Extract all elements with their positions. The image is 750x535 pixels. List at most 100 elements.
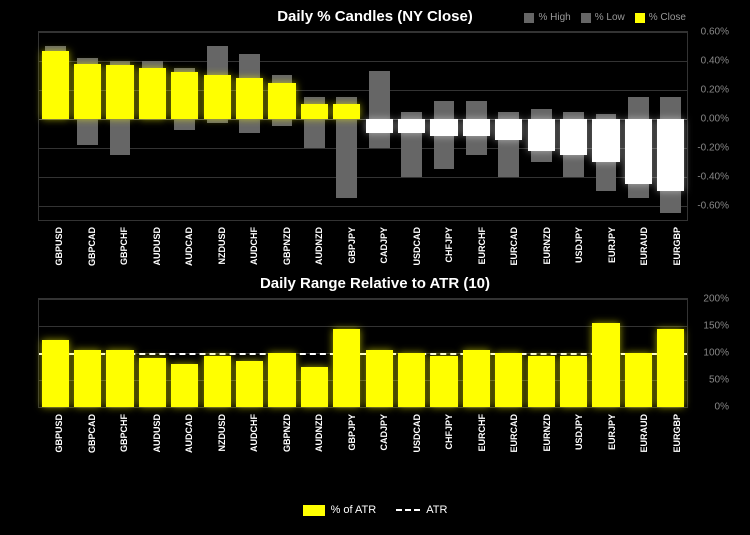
bar-group [590, 32, 622, 220]
atr-bar [625, 353, 652, 407]
close-bar [171, 72, 198, 118]
x-axis-label: EURJPY [607, 414, 617, 450]
close-bar [560, 119, 587, 155]
bar-group [363, 32, 395, 220]
bar-group [39, 299, 71, 407]
x-axis-label: EURCAD [509, 414, 519, 453]
bar-group [493, 32, 525, 220]
x-axis-label: GBPUSD [54, 414, 64, 453]
close-bar [204, 75, 231, 118]
x-axis-label: AUDUSD [152, 414, 162, 453]
x-axis-label: GBPJPY [347, 227, 357, 264]
close-bar [398, 119, 425, 133]
x-axis-label: GBPNZD [282, 227, 292, 265]
close-bar [366, 119, 393, 133]
bar-group [136, 299, 168, 407]
close-bar [42, 51, 69, 119]
x-axis-label: GBPJPY [347, 414, 357, 451]
legend-item: % Close [635, 12, 686, 23]
y-axis-label: -0.20% [697, 142, 729, 153]
bar-group [266, 32, 298, 220]
x-axis-label: CADJPY [379, 414, 389, 451]
legend-item: % Low [581, 12, 625, 23]
x-axis-label: NZDUSD [217, 227, 227, 265]
atr-bar [74, 350, 101, 407]
legend-swatch [524, 13, 534, 23]
y-axis-label: -0.60% [697, 200, 729, 211]
legend-label: % Low [595, 12, 625, 23]
atr-bar [430, 356, 457, 407]
atr-bar [236, 361, 263, 407]
x-axis-label: USDCAD [412, 227, 422, 266]
bar-group [201, 299, 233, 407]
legend-label: % High [538, 12, 570, 23]
close-bar [74, 64, 101, 119]
chart2-plot-area: 0%50%100%150%200% [38, 298, 688, 408]
y-axis-label: 200% [703, 294, 729, 305]
bar-group [298, 299, 330, 407]
bar-group [590, 299, 622, 407]
chart2-title: Daily Range Relative to ATR (10) [8, 275, 742, 292]
bar-group [428, 299, 460, 407]
bar-group [460, 299, 492, 407]
atr-bar [301, 367, 328, 408]
bar-group [428, 32, 460, 220]
legend-label: ATR [426, 504, 447, 516]
bar-group [71, 32, 103, 220]
bar-group [557, 32, 589, 220]
bar-group [525, 299, 557, 407]
x-axis-label: EURAUD [639, 414, 649, 453]
x-axis-label: GBPNZD [282, 414, 292, 452]
chart1-legend: % High % Low % Close [524, 12, 686, 23]
x-axis-label: GBPCAD [87, 227, 97, 266]
atr-bar [592, 323, 619, 407]
close-bar [430, 119, 457, 136]
atr-bar [657, 329, 684, 407]
atr-bar [204, 356, 231, 407]
bar-group [493, 299, 525, 407]
x-axis-label: CADJPY [379, 227, 389, 264]
y-axis-label: 0.20% [701, 84, 729, 95]
chart2-x-labels: GBPUSDGBPCADGBPCHFAUDUSDAUDCADNZDUSDAUDC… [38, 408, 688, 456]
close-bar [139, 68, 166, 119]
close-bar [657, 119, 684, 191]
bar-group [622, 299, 654, 407]
bar-group [395, 299, 427, 407]
atr-bar [495, 353, 522, 407]
x-axis-label: GBPCHF [119, 227, 129, 265]
x-axis-label: EURJPY [607, 227, 617, 263]
daily-pct-candles-chart: Daily % Candles (NY Close) % High% Low% … [8, 8, 742, 269]
y-axis-label: 0.60% [701, 27, 729, 38]
atr-bar [171, 364, 198, 407]
x-axis-label: USDJPY [574, 227, 584, 263]
bar-group [525, 32, 557, 220]
bar-group [331, 299, 363, 407]
bar-group [104, 32, 136, 220]
x-axis-label: AUDUSD [152, 227, 162, 266]
atr-bar [528, 356, 555, 407]
y-axis-label: 50% [709, 375, 729, 386]
close-bar [495, 119, 522, 141]
atr-bar [139, 358, 166, 407]
x-axis-label: GBPCHF [119, 414, 129, 452]
atr-bar [333, 329, 360, 407]
close-bar [625, 119, 652, 184]
bar-group [233, 299, 265, 407]
bar-group [395, 32, 427, 220]
y-axis-label: 0% [715, 402, 729, 413]
bar-group [298, 32, 330, 220]
x-axis-label: CHFJPY [444, 227, 454, 263]
legend-item: % High [524, 12, 570, 23]
legend-swatch [303, 505, 325, 516]
atr-bar [560, 356, 587, 407]
chart1-x-labels: GBPUSDGBPCADGBPCHFAUDUSDAUDCADNZDUSDAUDC… [38, 221, 688, 269]
legend-swatch [635, 13, 645, 23]
close-bar [301, 104, 328, 118]
x-axis-label: USDJPY [574, 414, 584, 450]
x-axis-label: EURNZD [542, 227, 552, 265]
atr-bar [106, 350, 133, 407]
x-axis-label: AUDCAD [184, 414, 194, 453]
x-axis-label: AUDNZD [314, 227, 324, 265]
x-axis-label: EURCHF [477, 414, 487, 452]
bar-group [460, 32, 492, 220]
